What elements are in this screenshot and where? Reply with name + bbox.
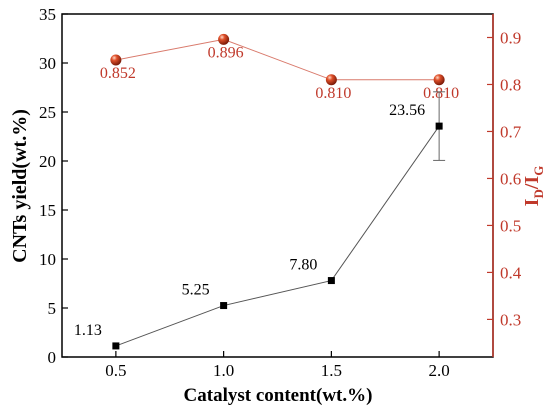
left-tick-label-3: 15 bbox=[39, 201, 56, 220]
series-id-ig-label-2: 0.810 bbox=[315, 85, 351, 102]
left-tick-label-2: 10 bbox=[39, 250, 56, 269]
x-tick-label-1: 1.0 bbox=[213, 361, 234, 380]
series-cnt-yield-point-2 bbox=[327, 277, 335, 285]
right-tick-label-5: 0.8 bbox=[500, 75, 521, 94]
x-tick-label-0: 0.5 bbox=[105, 361, 126, 380]
series-id-ig-label-1: 0.896 bbox=[208, 44, 244, 61]
series-cnt-yield-label-0: 1.13 bbox=[74, 322, 102, 339]
left-tick-label-7: 35 bbox=[39, 5, 56, 24]
x-tick-label-3: 2.0 bbox=[429, 361, 450, 380]
series-cnt-yield-point-3 bbox=[435, 122, 443, 130]
left-tick-label-4: 20 bbox=[39, 152, 56, 171]
left-tick-label-1: 5 bbox=[48, 299, 57, 318]
x-tick-label-2: 1.5 bbox=[321, 361, 342, 380]
left-axis: 0 5 10 15 20 25 30 35 bbox=[39, 5, 68, 367]
series-id-ig-label-3: 0.810 bbox=[423, 85, 459, 102]
right-axis: 0.3 0.4 0.5 0.6 0.7 0.8 0.9 bbox=[487, 28, 522, 329]
series-cnt-yield-label-2: 7.80 bbox=[289, 257, 317, 274]
series-cnt-yield-point-0 bbox=[112, 342, 120, 350]
right-tick-label-3: 0.6 bbox=[500, 169, 521, 188]
series-cnt-yield: 1.13 5.25 7.80 23.56 bbox=[74, 91, 446, 350]
series-id-ig: 0.852 0.896 0.810 0.810 bbox=[100, 33, 459, 102]
series-id-ig-point-3 bbox=[433, 74, 445, 86]
series-id-ig-label-0: 0.852 bbox=[100, 65, 136, 82]
series-id-ig-point-1 bbox=[218, 33, 230, 45]
series-cnt-yield-label-3: 23.56 bbox=[389, 102, 425, 119]
left-tick-label-5: 25 bbox=[39, 103, 56, 122]
series-id-ig-point-2 bbox=[325, 74, 337, 86]
right-tick-label-4: 0.7 bbox=[500, 122, 522, 141]
x-axis-title: Catalyst content(wt.%) bbox=[184, 385, 373, 406]
x-axis: 0.5 1.0 1.5 2.0 bbox=[105, 351, 450, 380]
right-tick-label-0: 0.3 bbox=[500, 310, 521, 329]
right-tick-label-6: 0.9 bbox=[500, 28, 521, 47]
series-id-ig-point-0 bbox=[110, 54, 122, 66]
series-cnt-yield-line bbox=[115, 125, 440, 347]
series-id-ig-line bbox=[115, 38, 440, 81]
left-tick-label-0: 0 bbox=[48, 348, 57, 367]
series-cnt-yield-label-1: 5.25 bbox=[182, 282, 210, 299]
left-tick-label-6: 30 bbox=[39, 54, 56, 73]
right-tick-label-1: 0.4 bbox=[500, 263, 522, 282]
right-axis-title: ID/IG bbox=[521, 166, 546, 207]
left-axis-title: CNTs yield(wt.%) bbox=[9, 109, 31, 263]
right-tick-label-2: 0.5 bbox=[500, 216, 521, 235]
series-cnt-yield-point-1 bbox=[220, 302, 228, 310]
